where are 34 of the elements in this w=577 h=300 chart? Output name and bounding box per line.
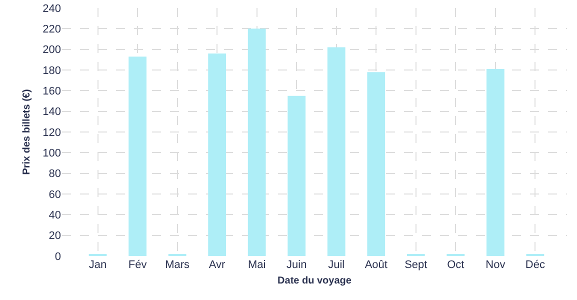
x-tick-label: Fév <box>128 259 148 271</box>
y-tick-label: 140 <box>42 106 61 118</box>
x-tick-label: Déc <box>525 259 546 271</box>
bar <box>486 68 504 256</box>
x-tick-label: Nov <box>486 259 506 271</box>
y-tick-label: 240 <box>42 2 61 15</box>
y-tick-label: 180 <box>42 64 61 77</box>
x-tick-label: Juil <box>328 259 345 271</box>
y-tick-label: 100 <box>42 148 61 160</box>
y-tick-label: 60 <box>48 188 61 201</box>
x-tick-label: Mai <box>248 259 266 271</box>
x-tick-label: Août <box>364 259 388 271</box>
bar <box>128 56 146 256</box>
y-tick-label: 160 <box>42 86 61 98</box>
x-tick-label: Avr <box>208 259 226 271</box>
y-tick-label: 0 <box>54 250 61 263</box>
x-tick-label: Sept <box>404 259 428 271</box>
x-tick-label: Juin <box>286 259 307 271</box>
y-tick-label: 200 <box>42 44 61 56</box>
bar <box>327 47 346 256</box>
bar <box>288 96 306 256</box>
x-tick-label: Jan <box>88 259 107 271</box>
x-axis-title: Date du voyage <box>278 276 352 286</box>
y-tick-label: 20 <box>48 230 61 242</box>
y-axis-title: Prix des billets (€) <box>22 89 33 175</box>
bar <box>367 72 386 256</box>
y-tick-label: 120 <box>42 126 61 139</box>
y-tick-label: 80 <box>48 168 61 180</box>
bar <box>248 28 266 256</box>
y-tick-label: 40 <box>48 210 61 222</box>
x-tick-label: Mars <box>165 259 190 271</box>
x-tick-label: Oct <box>447 259 464 271</box>
y-tick-label: 220 <box>42 24 61 36</box>
bar <box>208 53 226 256</box>
